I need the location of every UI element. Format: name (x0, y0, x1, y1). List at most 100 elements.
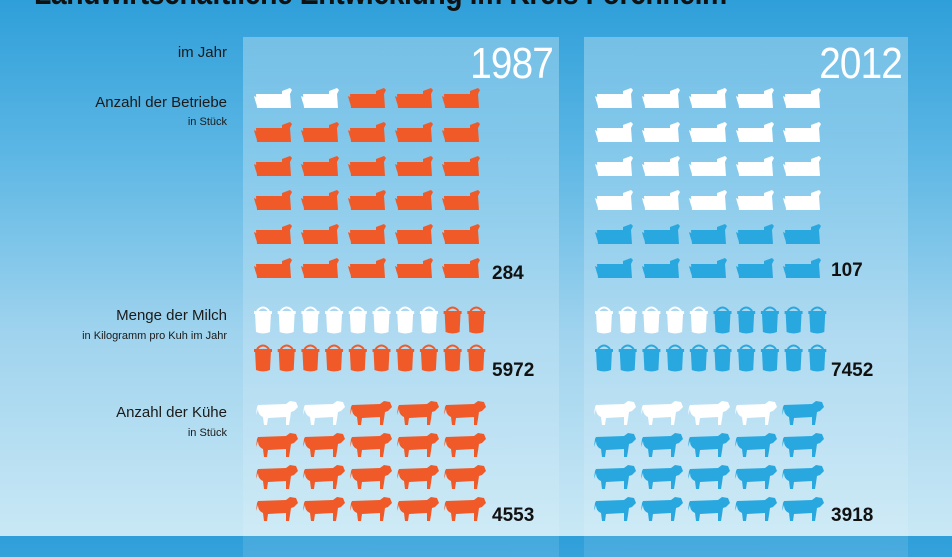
milk-can-icon-1987-7 (396, 306, 415, 334)
milk-can-icon-1987-14 (325, 344, 344, 372)
milk-can-icon-2012-10 (808, 306, 827, 334)
milk-can-icon-2012-13 (642, 344, 661, 372)
cow-icon-1987-7 (303, 433, 345, 457)
cow-icon-1987-15 (444, 465, 486, 489)
milk-can-icon-1987-8 (419, 306, 438, 334)
trough-icon-1987-21 (254, 224, 292, 244)
cow-icon-1987-9 (397, 433, 439, 457)
trough-icon-2012-12 (642, 156, 680, 176)
trough-icon-1987-27 (301, 258, 339, 278)
trough-icon-1987-22 (301, 224, 339, 244)
trough-icon-2012-18 (689, 190, 727, 210)
cow-icon-1987-8 (350, 433, 392, 457)
cow-icon-2012-1 (594, 401, 636, 425)
pictogram-layer (254, 88, 827, 521)
cow-icon-1987-5 (444, 401, 486, 425)
cow-icon-2012-13 (688, 465, 730, 489)
cow-icon-1987-16 (256, 497, 298, 521)
milk-can-icon-2012-6 (713, 306, 732, 334)
chart-title: Landwirtschaftliche Entwicklung im Kreis… (34, 0, 808, 14)
milk-can-icon-2012-11 (595, 344, 613, 372)
milk-can-icon-2012-20 (808, 344, 827, 372)
trough-icon-1987-11 (254, 156, 292, 176)
year-label-2012: 2012 (819, 39, 903, 88)
milk-can-icon-1987-16 (372, 344, 391, 372)
value-milch-2012: 7452 (831, 360, 874, 381)
trough-icon-1987-15 (442, 156, 480, 176)
trough-icon-1987-25 (442, 224, 480, 244)
trough-icon-1987-1 (254, 88, 292, 108)
row-sublabel-milch: in Kilogramm pro Kuh im Jahr (82, 330, 227, 342)
trough-icon-2012-24 (736, 224, 774, 244)
milk-can-icon-1987-20 (467, 344, 486, 372)
cow-icon-2012-12 (641, 465, 683, 489)
milk-can-icon-1987-2 (277, 306, 296, 334)
trough-icon-2012-14 (736, 156, 774, 176)
value-kuehe-2012: 3918 (831, 505, 874, 526)
trough-icon-2012-3 (689, 88, 727, 108)
cow-icon-1987-2 (303, 401, 345, 425)
milk-can-icon-2012-2 (618, 306, 637, 334)
milk-can-icon-2012-15 (689, 344, 708, 372)
trough-icon-1987-23 (348, 224, 386, 244)
milk-can-icon-1987-1 (254, 306, 272, 334)
trough-icon-2012-1 (595, 88, 633, 108)
trough-icon-2012-20 (783, 190, 821, 210)
trough-icon-2012-25 (783, 224, 821, 244)
cow-icon-1987-10 (444, 433, 486, 457)
milk-can-icon-1987-11 (254, 344, 272, 372)
row-sublabel-betriebe: in Stück (187, 116, 227, 128)
row-header-year: im Jahr (177, 44, 227, 61)
cow-icon-2012-3 (688, 401, 730, 425)
cow-icon-2012-9 (735, 433, 777, 457)
cow-icon-1987-19 (397, 497, 439, 521)
trough-icon-2012-9 (736, 122, 774, 142)
milk-can-icon-1987-9 (443, 306, 462, 334)
trough-icon-1987-20 (442, 190, 480, 210)
trough-icon-1987-12 (301, 156, 339, 176)
trough-icon-2012-19 (736, 190, 774, 210)
trough-icon-1987-26 (254, 258, 292, 278)
trough-icon-2012-27 (642, 258, 680, 278)
milk-can-icon-2012-7 (737, 306, 756, 334)
milk-can-icon-2012-3 (642, 306, 661, 334)
milk-can-icon-1987-13 (301, 344, 320, 372)
milk-can-icon-1987-3 (301, 306, 320, 334)
trough-icon-1987-6 (254, 122, 292, 142)
trough-icon-1987-29 (395, 258, 433, 278)
trough-icon-2012-10 (783, 122, 821, 142)
trough-icon-1987-30 (442, 258, 480, 278)
milk-can-icon-2012-16 (713, 344, 732, 372)
milk-can-icon-1987-4 (325, 306, 344, 334)
milk-can-icon-1987-17 (396, 344, 415, 372)
cow-icon-1987-6 (256, 433, 298, 457)
year-label-1987: 1987 (470, 39, 554, 88)
trough-icon-1987-4 (395, 88, 433, 108)
cow-icon-2012-15 (782, 465, 824, 489)
milk-can-icon-2012-14 (666, 344, 685, 372)
cow-icon-2012-18 (688, 497, 730, 521)
cow-icon-2012-6 (594, 433, 636, 457)
trough-icon-2012-6 (595, 122, 633, 142)
trough-icon-2012-29 (736, 258, 774, 278)
trough-icon-1987-19 (395, 190, 433, 210)
cow-icon-1987-4 (397, 401, 439, 425)
trough-icon-2012-2 (642, 88, 680, 108)
milk-can-icon-2012-9 (784, 306, 803, 334)
cow-icon-1987-3 (350, 401, 392, 425)
cow-icon-2012-7 (641, 433, 683, 457)
trough-icon-2012-5 (783, 88, 821, 108)
trough-icon-2012-16 (595, 190, 633, 210)
milk-can-icon-2012-5 (689, 306, 708, 334)
cow-icon-2012-10 (782, 433, 824, 457)
row-label-milch: Menge der Milch (116, 307, 227, 324)
value-milch-1987: 5972 (492, 360, 535, 381)
cow-icon-2012-17 (641, 497, 683, 521)
trough-icon-1987-5 (442, 88, 480, 108)
trough-icon-2012-30 (783, 258, 821, 278)
trough-icon-2012-11 (595, 156, 633, 176)
trough-icon-1987-16 (254, 190, 292, 210)
trough-icon-2012-26 (595, 258, 633, 278)
cow-icon-2012-11 (594, 465, 636, 489)
milk-can-icon-1987-12 (277, 344, 296, 372)
